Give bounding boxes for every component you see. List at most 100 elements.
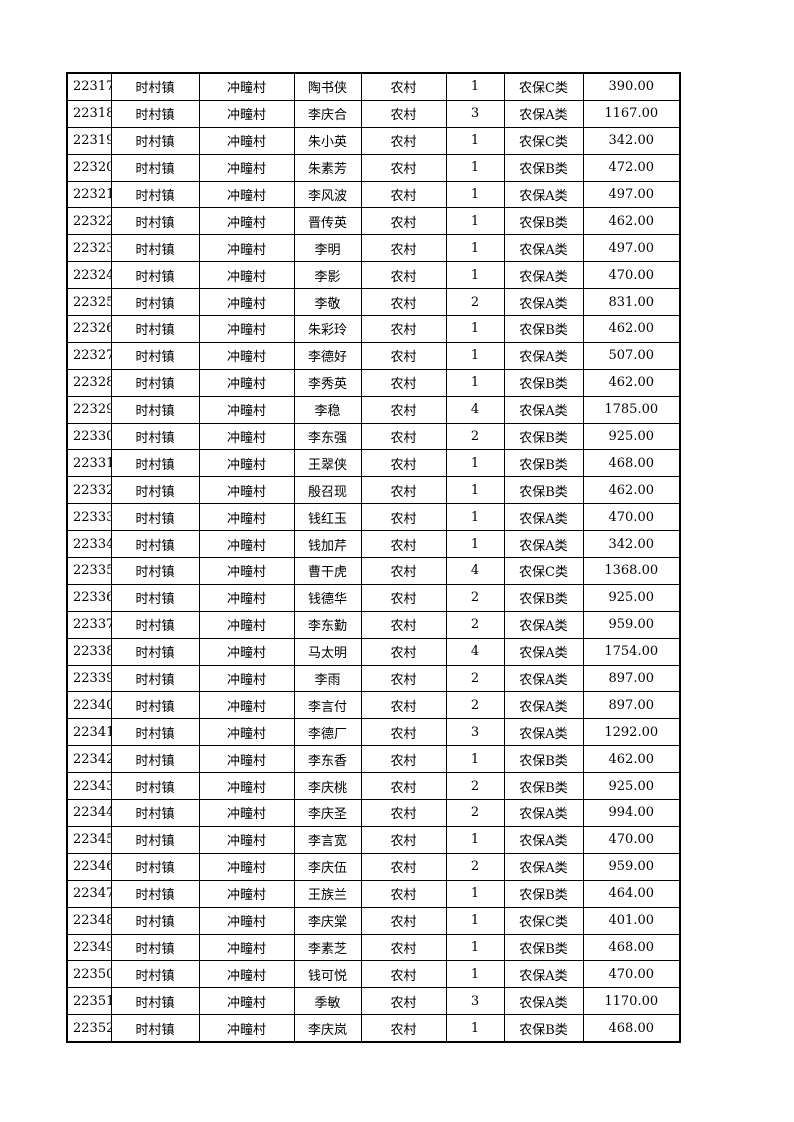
category-cell: 农保A类: [503, 99, 584, 128]
id-cell: 22342: [66, 745, 112, 774]
town-cell: 时村镇: [110, 610, 200, 639]
village-cell: 冲疃村: [198, 126, 295, 155]
town-cell: 时村镇: [110, 207, 200, 236]
count-cell: 1: [445, 960, 505, 989]
amount-cell: 507.00: [582, 341, 681, 370]
town-cell: 时村镇: [110, 960, 200, 989]
count-cell: 1: [445, 825, 505, 854]
type-cell: 农村: [360, 879, 447, 908]
amount-cell: 1785.00: [582, 395, 681, 424]
category-cell: 农保C类: [503, 72, 584, 101]
id-cell: 22335: [66, 557, 112, 585]
category-cell: 农保B类: [503, 422, 584, 451]
table-row: 22321 时村镇 冲疃村 李风波 农村 1 农保A类 497.00: [66, 180, 681, 209]
table-row: 22344 时村镇 冲疃村 李庆圣 农村 2 农保A类 994.00: [66, 799, 681, 827]
amount-cell: 470.00: [582, 261, 681, 290]
town-cell: 时村镇: [110, 234, 200, 263]
amount-cell: 342.00: [582, 126, 681, 155]
table-row: 22332 时村镇 冲疃村 殷召现 农村 1 农保B类 462.00: [66, 476, 681, 505]
table-row: 22340 时村镇 冲疃村 李言付 农村 2 农保A类 897.00: [66, 691, 681, 720]
count-cell: 1: [445, 503, 505, 532]
town-cell: 时村镇: [110, 772, 200, 801]
name-cell: 马太明: [293, 637, 362, 666]
category-cell: 农保B类: [503, 207, 584, 236]
amount-cell: 1754.00: [582, 637, 681, 666]
category-cell: 农保A类: [503, 691, 584, 720]
count-cell: 1: [445, 180, 505, 209]
village-cell: 冲疃村: [198, 341, 295, 370]
type-cell: 农村: [360, 1014, 447, 1043]
id-cell: 22317: [66, 72, 112, 101]
amount-cell: 994.00: [582, 799, 681, 827]
amount-cell: 401.00: [582, 906, 681, 935]
town-cell: 时村镇: [110, 718, 200, 747]
table-row: 22351 时村镇 冲疃村 季敏 农村 3 农保A类 1170.00: [66, 987, 681, 1016]
name-cell: 李德厂: [293, 718, 362, 747]
village-cell: 冲疃村: [198, 825, 295, 854]
category-cell: 农保A类: [503, 261, 584, 290]
count-cell: 2: [445, 664, 505, 693]
type-cell: 农村: [360, 933, 447, 962]
count-cell: 2: [445, 422, 505, 451]
id-cell: 22320: [66, 153, 112, 182]
amount-cell: 1368.00: [582, 557, 681, 585]
table-row: 22337 时村镇 冲疃村 李东勤 农村 2 农保A类 959.00: [66, 610, 681, 639]
village-cell: 冲疃村: [198, 395, 295, 424]
table-row: 22345 时村镇 冲疃村 李言宽 农村 1 农保A类 470.00: [66, 825, 681, 854]
type-cell: 农村: [360, 583, 447, 612]
name-cell: 殷召现: [293, 476, 362, 505]
village-cell: 冲疃村: [198, 153, 295, 182]
count-cell: 1: [445, 879, 505, 908]
category-cell: 农保A类: [503, 825, 584, 854]
village-cell: 冲疃村: [198, 503, 295, 532]
amount-cell: 925.00: [582, 583, 681, 612]
name-cell: 钱加芹: [293, 530, 362, 559]
category-cell: 农保C类: [503, 906, 584, 935]
name-cell: 李稳: [293, 395, 362, 424]
type-cell: 农村: [360, 799, 447, 827]
village-cell: 冲疃村: [198, 261, 295, 290]
category-cell: 农保B类: [503, 745, 584, 774]
name-cell: 李敬: [293, 288, 362, 317]
village-cell: 冲疃村: [198, 960, 295, 989]
id-cell: 22318: [66, 99, 112, 128]
name-cell: 李素芝: [293, 933, 362, 962]
id-cell: 22337: [66, 610, 112, 639]
id-cell: 22349: [66, 933, 112, 962]
category-cell: 农保C类: [503, 126, 584, 155]
amount-cell: 390.00: [582, 72, 681, 101]
id-cell: 22338: [66, 637, 112, 666]
name-cell: 李庆圣: [293, 799, 362, 827]
table-row: 22317 时村镇 冲疃村 陶书侠 农村 1 农保C类 390.00: [66, 72, 681, 101]
type-cell: 农村: [360, 664, 447, 693]
table-row: 22346 时村镇 冲疃村 李庆伍 农村 2 农保A类 959.00: [66, 852, 681, 881]
town-cell: 时村镇: [110, 126, 200, 155]
type-cell: 农村: [360, 772, 447, 801]
village-cell: 冲疃村: [198, 987, 295, 1016]
id-cell: 22329: [66, 395, 112, 424]
town-cell: 时村镇: [110, 852, 200, 881]
village-cell: 冲疃村: [198, 315, 295, 343]
category-cell: 农保A类: [503, 395, 584, 424]
type-cell: 农村: [360, 422, 447, 451]
id-cell: 22327: [66, 341, 112, 370]
name-cell: 李庆伍: [293, 852, 362, 881]
village-cell: 冲疃村: [198, 583, 295, 612]
table-row: 22327 时村镇 冲疃村 李德好 农村 1 农保A类 507.00: [66, 341, 681, 370]
town-cell: 时村镇: [110, 315, 200, 343]
id-cell: 22319: [66, 126, 112, 155]
type-cell: 农村: [360, 72, 447, 101]
amount-cell: 1292.00: [582, 718, 681, 747]
table-row: 22329 时村镇 冲疃村 李稳 农村 4 农保A类 1785.00: [66, 395, 681, 424]
amount-cell: 1167.00: [582, 99, 681, 128]
amount-cell: 462.00: [582, 745, 681, 774]
type-cell: 农村: [360, 718, 447, 747]
type-cell: 农村: [360, 852, 447, 881]
town-cell: 时村镇: [110, 664, 200, 693]
type-cell: 农村: [360, 503, 447, 532]
village-cell: 冲疃村: [198, 745, 295, 774]
count-cell: 2: [445, 799, 505, 827]
town-cell: 时村镇: [110, 906, 200, 935]
type-cell: 农村: [360, 745, 447, 774]
town-cell: 时村镇: [110, 799, 200, 827]
